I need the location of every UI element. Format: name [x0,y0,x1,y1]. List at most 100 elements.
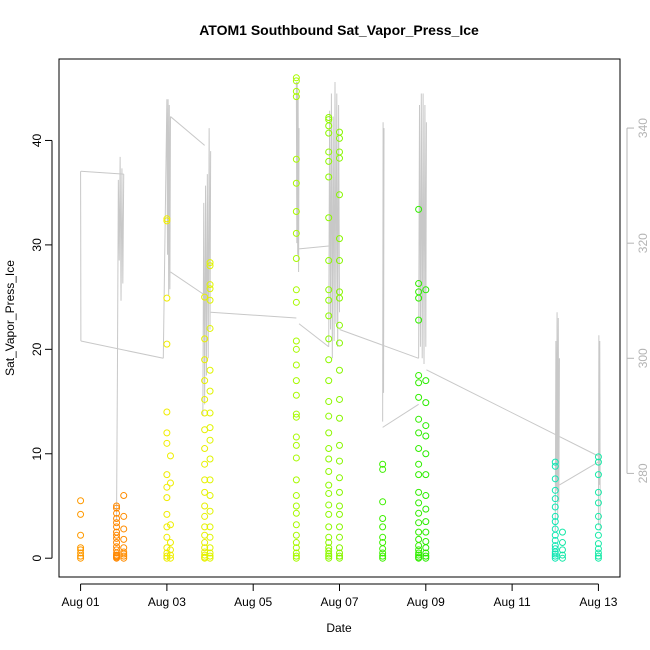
data-point [379,533,387,541]
y-tick-label: 20 [30,342,44,356]
data-point [77,554,85,562]
line-segment-13 [339,329,419,359]
data-point [336,321,343,329]
data-point [206,455,214,463]
data-point [201,539,209,547]
data-point [551,542,559,550]
x-axis-label: Date [326,621,352,635]
y-axis-left: 0 10 20 30 40 [30,133,53,562]
data-point [292,298,300,306]
data-point [201,409,209,417]
data-point [422,537,430,545]
data-point [551,512,559,520]
data-point [325,468,333,476]
data-point [292,554,300,562]
data-point [558,551,566,559]
data-point [336,523,343,531]
data-point [325,554,333,562]
data-point [325,257,333,265]
data-point [206,324,214,332]
data-point [379,515,387,523]
data-point [336,457,343,465]
data-point [415,488,423,496]
x-tick-label: Aug 13 [579,595,617,609]
line-segment-10 [298,245,329,250]
data-point [292,476,300,484]
data-point [120,492,128,500]
data-point [594,499,602,507]
data-point [201,544,209,552]
data-point [558,554,566,562]
data-point [415,519,423,527]
data-point [120,548,128,556]
data-point [551,495,559,503]
data-point [336,474,343,482]
data-point [325,129,333,137]
data-point [551,503,559,511]
x-tick-label: Aug 11 [494,595,531,609]
data-point [325,455,333,463]
data-point [422,471,430,479]
data-point [292,441,300,449]
data-point [77,549,85,557]
data-point [292,531,300,539]
data-point [113,515,121,523]
data-point [292,155,300,163]
data-point [166,479,174,487]
data-point [551,550,559,558]
data-point [206,507,214,515]
data-point [594,512,602,520]
data-point [325,445,333,453]
data-point [551,458,559,466]
data-point [551,536,559,544]
data-point [325,539,333,547]
data-point [206,533,214,541]
x-tick-label: Aug 03 [148,595,186,609]
data-point [292,454,300,462]
data-point [336,488,343,496]
data-point [163,340,171,348]
data-point [163,533,171,541]
data-point [206,492,214,500]
data-point [415,542,423,550]
data-point [292,549,300,557]
data-point [336,339,343,347]
data-point [292,492,300,500]
data-point [415,551,423,559]
data-point [594,549,602,557]
data-point [336,366,343,374]
data-point [415,393,423,401]
data-point [206,262,214,270]
data-point [325,523,333,531]
data-point [415,553,423,561]
line-segment-8 [210,311,297,319]
data-point [166,521,174,529]
data-point [201,395,209,403]
line-segment-16 [418,93,427,365]
data-point [206,409,214,417]
data-point [415,316,423,324]
line-segment-20 [597,335,601,531]
data-point [206,549,214,557]
data-point [325,547,333,555]
data-point [292,229,300,237]
data-point [422,528,430,536]
data-point [422,286,430,294]
data-point [325,510,333,518]
data-point [422,552,430,560]
line-segment-1 [80,170,124,175]
data-point [422,432,430,440]
data-point [325,489,333,497]
data-point [163,552,171,560]
data-point [163,294,171,302]
data-point [120,544,128,552]
data-point [292,552,300,560]
data-point [292,544,300,552]
data-point [594,523,602,531]
data-point [336,544,343,552]
data-point [206,544,214,552]
data-point [292,74,300,82]
data-point [415,460,423,468]
data-point [77,510,85,518]
data-point [113,504,121,512]
